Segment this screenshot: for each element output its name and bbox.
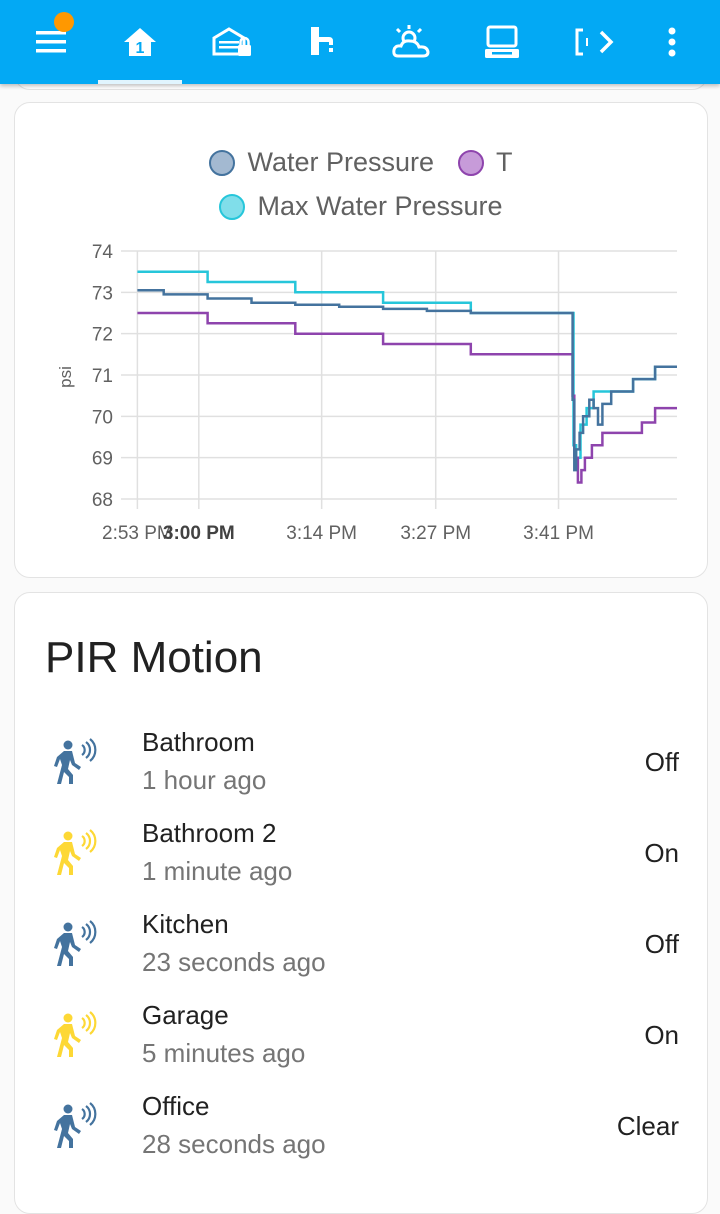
garage-lock-icon [212,27,251,56]
tab-home[interactable]: 1 [98,0,182,84]
entity-last-changed: 1 hour ago [142,765,267,795]
pressure-line-chart[interactable]: 68 69 70 71 72 73 74 2:53 PM3:00 PM 3:14 PM 3:27… [15,237,707,557]
x-tick-label: 3:27 PM [400,523,471,544]
chart-grid [121,250,677,509]
home-icon: 1 [124,28,156,57]
notification-badge [54,12,74,32]
legend-label: T [496,147,513,177]
laptop-icon [485,25,519,58]
entity-name[interactable]: Bathroom 2 [142,818,277,848]
legend-label: Water Pressure [247,147,435,177]
entity-last-changed: 28 seconds ago [142,1129,326,1159]
tab-more-views[interactable] [560,0,630,84]
faucet-icon [311,27,333,55]
legend-swatch [219,193,246,220]
legend-swatch [209,149,236,176]
x-tick-label: 3:14 PM [286,523,357,544]
y-tick-label: 68 [92,490,113,511]
entity-name[interactable]: Kitchen [142,909,229,939]
dots-vertical-icon [668,27,676,57]
app-toolbar: 1 [0,0,720,84]
entity-state: Clear [616,1111,679,1141]
entity-row[interactable]: Bathroom 2 1 minute ago On [15,810,707,900]
x-tick-label: 3:00 PM [163,523,235,544]
y-tick-label: 73 [92,283,113,304]
y-axis-label: psi [56,366,75,388]
entity-last-changed: 23 seconds ago [142,947,326,977]
entity-state: On [644,838,679,868]
tab-weather[interactable] [370,0,454,84]
motion-sensor-icon [53,828,103,878]
entity-row[interactable]: Kitchen 23 seconds ago Off [15,901,707,991]
tab-water[interactable] [280,0,364,84]
entity-last-changed: 5 minutes ago [142,1038,306,1068]
svg-text:1: 1 [136,40,145,57]
series-line-water-pressure [137,289,677,472]
y-tick-label: 69 [92,449,113,470]
entity-name[interactable]: Office [142,1091,210,1121]
y-tick-label: 74 [92,242,114,263]
legend-row-2: Max Water Pressure [15,191,707,222]
entity-last-changed: 1 minute ago [142,856,293,886]
entity-name[interactable]: Bathroom [142,727,255,757]
y-axis: 68 69 70 71 72 73 74 [92,242,114,511]
entity-name[interactable]: Garage [142,1000,229,1030]
legend-label: Max Water Pressure [257,191,503,221]
card-title: PIR Motion [45,633,263,682]
legend-swatch [458,149,485,176]
y-tick-label: 72 [92,325,113,346]
x-tick-label: 2:53 PM [102,523,173,544]
menu-icon [36,31,66,53]
pir-motion-card: PIR Motion Bathroom 1 hour ago Off Bathr… [14,592,708,1214]
active-tab-indicator [98,80,182,84]
entity-state: Off [644,747,679,777]
entity-row[interactable]: Garage 5 minutes ago On [15,992,707,1082]
overflow-menu-button[interactable] [646,0,698,84]
entity-row[interactable]: Office 28 seconds ago Clear [15,1083,707,1173]
motion-sensor-icon [53,919,103,969]
water-pressure-chart-card: Water Pressure T Max Water Pressure 68 69… [14,102,708,578]
x-tick-label: 3:41 PM [523,523,594,544]
y-tick-label: 70 [92,407,113,428]
weather-icon [392,25,430,58]
motion-sensor-icon [53,1010,103,1060]
menu-button[interactable] [22,0,82,84]
legend-item[interactable]: Max Water Pressure [219,191,503,222]
x-axis: 2:53 PM3:00 PM 3:14 PM 3:27 PM 3:41 PM [102,523,594,544]
legend-item[interactable]: Water Pressure [209,147,434,178]
legend-row-1: Water Pressure T [15,147,707,178]
motion-sensor-icon [53,737,103,787]
entity-state: Off [644,929,679,959]
tab-garage[interactable] [190,0,274,84]
tab-computer[interactable] [460,0,544,84]
series-line-t [137,311,677,484]
chart-series [137,270,677,484]
entity-state: On [644,1020,679,1050]
entity-row[interactable]: Bathroom 1 hour ago Off [15,719,707,809]
motion-sensor-icon [53,1101,103,1151]
more-views-icon [575,28,614,56]
legend-item[interactable]: T [458,147,513,178]
y-tick-label: 71 [92,366,113,387]
